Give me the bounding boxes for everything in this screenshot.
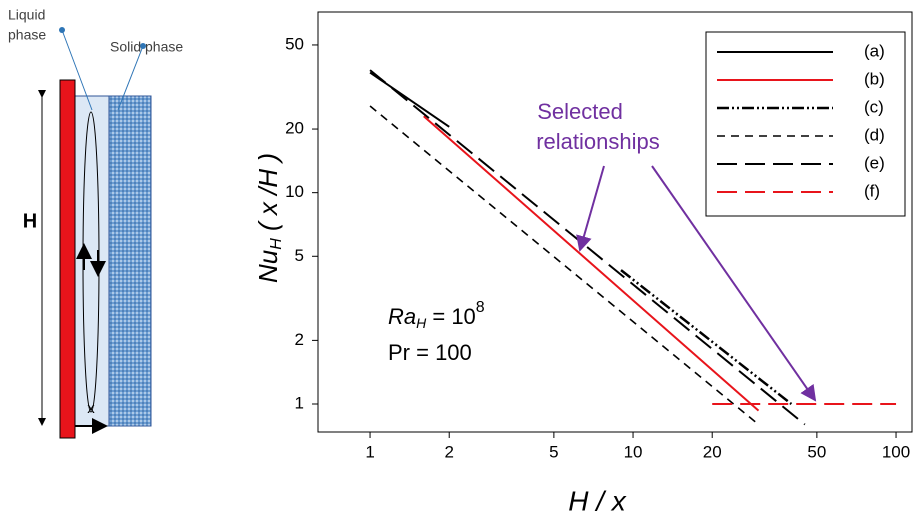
y-tick-label: 1 (295, 393, 304, 412)
series-line (423, 115, 760, 412)
legend-label: (c) (864, 97, 884, 116)
legend-label: (d) (864, 125, 885, 144)
y-label-sub: H (268, 238, 285, 250)
legend-label: (f) (864, 181, 880, 200)
x-label: x (87, 400, 95, 417)
legend-label: (a) (864, 41, 885, 60)
ra-part: Ra (388, 304, 416, 329)
legend-label: (e) (864, 153, 885, 172)
y-tick-label: 50 (285, 34, 304, 53)
y-tick-label: 10 (285, 182, 304, 201)
selected-annotation: Selected (537, 99, 623, 124)
plot-frame (317, 11, 913, 433)
ra-part: = 10 (426, 304, 476, 329)
x-tick-label: 1 (365, 442, 374, 461)
ra-annotation: RaH = 108 (388, 299, 485, 330)
annotation-arrow (651, 165, 817, 402)
series-line (620, 269, 793, 405)
leader-dot (59, 27, 65, 33)
liquid-region (74, 95, 110, 427)
selected-annotation: relationships (536, 129, 660, 154)
pr-annotation: Pr = 100 (388, 340, 472, 365)
liquid-label: phase (8, 27, 46, 43)
solid-label: Solid phase (110, 39, 183, 55)
leader-dot (140, 43, 146, 49)
x-tick-label: 5 (549, 442, 558, 461)
x-axis-label: H / x (568, 485, 627, 516)
legend-box (705, 31, 906, 217)
x-tick-label: 2 (444, 442, 453, 461)
legend-label: (b) (864, 69, 885, 88)
y-tick-label: 2 (295, 330, 304, 349)
height-label: H (23, 210, 37, 232)
y-label-part: Nu (253, 250, 283, 283)
leader (61, 29, 93, 111)
y-tick-label: 5 (295, 246, 304, 265)
solid-region (108, 95, 152, 427)
x-tick-label: 10 (624, 442, 643, 461)
annotation-arrow (576, 165, 605, 252)
diagram: Liquid phase Solid phase H x (8, 7, 183, 439)
y-axis-label: NuH ( x /H ) (253, 153, 285, 283)
x-tick-label: 100 (882, 442, 910, 461)
y-label-part: ( x /H ) (253, 153, 283, 238)
x-tick-label: 20 (703, 442, 722, 461)
heated-wall (59, 79, 76, 439)
ra-sup: 8 (476, 299, 485, 316)
y-tick-label: 20 (285, 119, 304, 138)
x-tick-label: 50 (807, 442, 826, 461)
ra-sub: H (416, 315, 427, 331)
leader (117, 45, 144, 111)
liquid-label: Liquid (8, 7, 45, 23)
